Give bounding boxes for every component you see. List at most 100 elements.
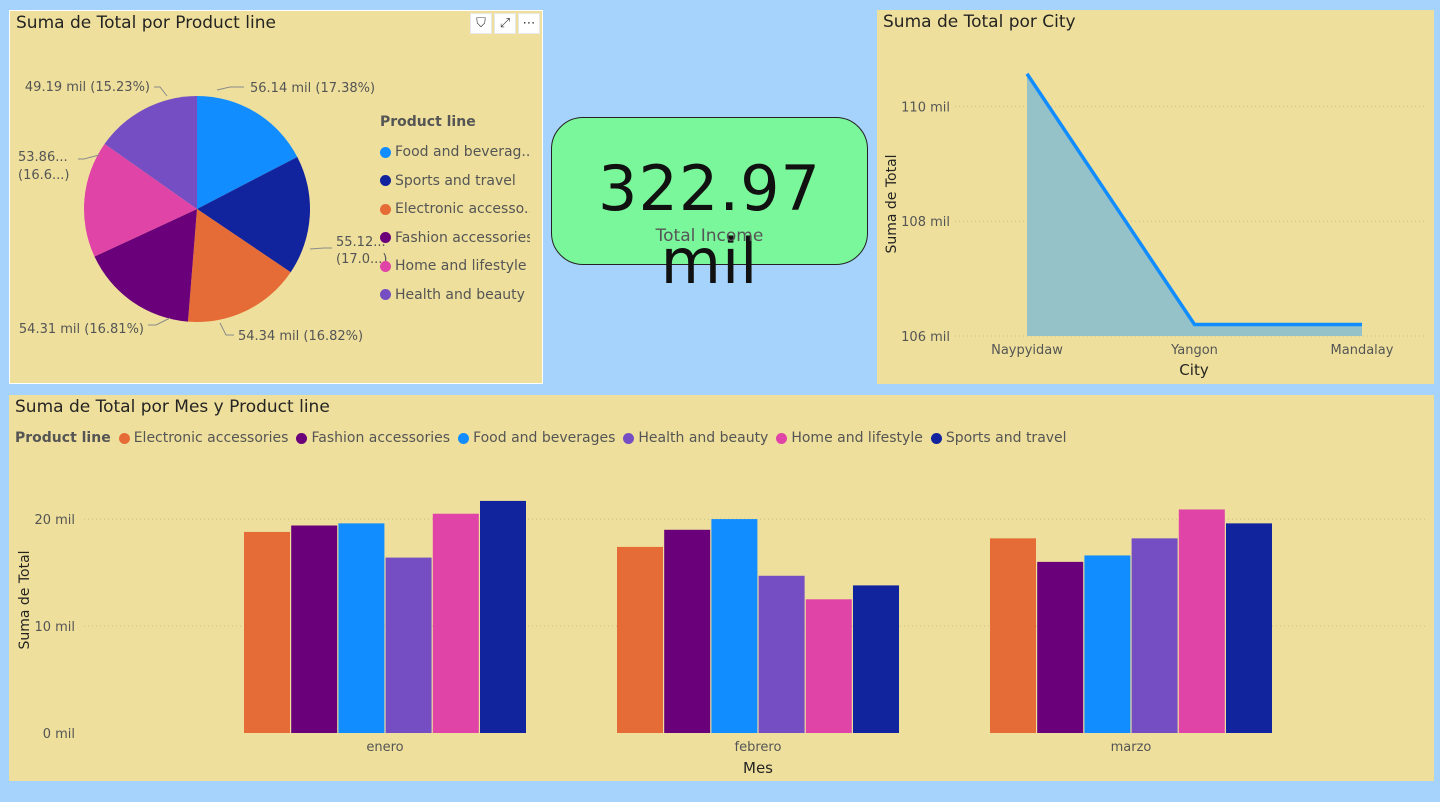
bar xyxy=(338,523,385,733)
total-income-label: Total Income xyxy=(655,226,764,246)
pie-leader-line xyxy=(154,86,168,97)
bar-legend-label: Electronic accessories xyxy=(133,430,289,446)
bar xyxy=(480,500,526,733)
pie-data-label: 54.34 mil (16.82%) xyxy=(238,329,363,344)
x-axis-title: City xyxy=(1179,361,1209,379)
pie-data-label: (16.6...) xyxy=(18,168,70,183)
bar-legend-item[interactable]: Sports and travel xyxy=(930,430,1067,446)
bar-legend-item[interactable]: Health and beauty xyxy=(623,430,768,446)
pie-chart-plot: 56.14 mil (17.38%) 55.12... (17.0...) 54.34… xyxy=(18,80,388,344)
pie-chart-visual[interactable]: Suma de Total por Product line ⛉ ⤢ ⋯ 56.… xyxy=(9,10,543,384)
bar xyxy=(711,519,758,733)
pie-legend-label: Fashion accessories xyxy=(395,229,530,246)
bar-legend-item[interactable]: Electronic accessories xyxy=(118,430,289,446)
x-tick-label: marzo xyxy=(1111,740,1152,755)
bar xyxy=(1226,523,1272,733)
area-chart-visual[interactable]: Suma de Total por City 106 mil 108 mil 110… xyxy=(877,10,1434,384)
bar xyxy=(291,525,338,733)
legend-color-dot xyxy=(118,432,130,444)
pie-leader-line xyxy=(216,86,244,91)
area-chart-title: Suma de Total por City xyxy=(883,12,1076,32)
area-line xyxy=(1025,72,1362,327)
total-income-card[interactable]: 322.97 mil Total Income xyxy=(551,117,868,298)
pie-legend-item[interactable]: Health and beauty xyxy=(380,281,530,310)
legend-color-dot xyxy=(380,175,391,187)
pie-legend-label: Health and beauty xyxy=(395,286,525,303)
y-tick-label: 0 mil xyxy=(43,727,75,742)
pie-legend: Product line Food and beverag... Sports a… xyxy=(380,114,530,309)
bar xyxy=(1084,555,1131,733)
pie-leader-line xyxy=(219,322,234,336)
pie-data-label: 55.12... xyxy=(336,235,386,250)
bar xyxy=(805,599,852,733)
pie-leader-line xyxy=(78,154,100,160)
bar xyxy=(1037,561,1084,733)
pie-legend-item[interactable]: Sports and travel xyxy=(380,167,530,196)
y-tick-label: 10 mil xyxy=(34,620,75,635)
bar-legend: Product line Electronic accessories Fashi… xyxy=(15,430,1067,446)
legend-color-dot xyxy=(380,260,391,272)
total-income-value: 322.97 mil xyxy=(598,152,821,298)
bar-legend-label: Fashion accessories xyxy=(311,430,451,446)
bar-legend-label: Food and beverages xyxy=(473,430,616,446)
bar-legend-item[interactable]: Home and lifestyle xyxy=(776,430,923,446)
bar xyxy=(1131,538,1178,733)
bar-legend-item[interactable]: Food and beverages xyxy=(458,430,615,446)
legend-color-dot xyxy=(623,432,635,444)
bar xyxy=(432,513,479,733)
pie-slice xyxy=(83,143,197,257)
legend-color-dot xyxy=(458,432,470,444)
pie-legend-item[interactable]: Electronic accesso... xyxy=(380,195,530,224)
area-fill xyxy=(1027,73,1362,336)
y-axis-title: Suma de Total xyxy=(17,550,33,649)
bar xyxy=(664,529,711,733)
bar-chart-title: Suma de Total por Mes y Product line xyxy=(15,397,330,417)
x-tick-label: Yangon xyxy=(1170,343,1218,358)
pie-legend-item[interactable]: Fashion accessories xyxy=(380,224,530,253)
pie-leader-line xyxy=(309,247,332,250)
pie-legend-item[interactable]: Home and lifestyle xyxy=(380,252,530,281)
bar xyxy=(244,531,290,733)
bar-legend-label: Home and lifestyle xyxy=(791,430,923,446)
pie-data-label: (17.0...) xyxy=(336,252,388,267)
x-tick-label: febrero xyxy=(735,740,782,755)
pie-data-label: 53.86... xyxy=(18,150,68,165)
x-tick-label: enero xyxy=(366,740,403,755)
pie-data-label: 49.19 mil (15.23%) xyxy=(25,80,150,95)
y-tick-label: 110 mil xyxy=(901,100,950,115)
pie-legend-label: Electronic accesso... xyxy=(395,201,530,218)
area-chart-plot: 106 mil 108 mil 110 mil Naypyidaw Yangon Mand… xyxy=(884,72,1425,379)
legend-color-dot xyxy=(380,289,391,301)
bar-chart-visual[interactable]: Suma de Total por Mes y Product line Pro… xyxy=(9,395,1434,781)
filter-icon[interactable]: ⛉ xyxy=(470,13,492,34)
bar xyxy=(385,557,432,733)
bar xyxy=(990,538,1036,733)
pie-legend-label: Home and lifestyle xyxy=(395,258,527,275)
more-options-icon[interactable]: ⋯ xyxy=(518,13,540,34)
legend-color-dot xyxy=(930,432,942,444)
bar xyxy=(617,546,663,733)
y-tick-label: 106 mil xyxy=(901,330,950,345)
x-axis-title: Mes xyxy=(743,759,773,777)
legend-color-dot xyxy=(296,432,308,444)
legend-color-dot xyxy=(380,232,391,244)
bar-legend-label: Health and beauty xyxy=(638,430,769,446)
focus-mode-icon[interactable]: ⤢ xyxy=(494,13,516,34)
pie-legend-label: Food and beverag... xyxy=(395,144,530,161)
pie-data-label: 54.31 mil (16.81%) xyxy=(19,322,144,337)
x-tick-label: Naypyidaw xyxy=(991,343,1063,358)
pie-chart-title: Suma de Total por Product line xyxy=(16,13,276,33)
pie-legend-item[interactable]: Food and beverag... xyxy=(380,138,530,167)
bar-chart-plot: 0 mil 10 mil 20 mil enero febrero marzo Mes Sum… xyxy=(17,500,1427,777)
pie-slice xyxy=(197,96,298,209)
bar-legend-label: Sports and travel xyxy=(945,430,1067,446)
pie-leader-line xyxy=(148,317,171,326)
bar-legend-item[interactable]: Fashion accessories xyxy=(296,430,450,446)
y-tick-label: 108 mil xyxy=(901,215,950,230)
pie-legend-label: Sports and travel xyxy=(395,172,516,189)
pie-slice xyxy=(197,156,311,273)
y-axis-title: Suma de Total xyxy=(884,154,900,253)
x-tick-label: Mandalay xyxy=(1331,343,1394,358)
pie-slice xyxy=(94,209,197,322)
bar xyxy=(1178,509,1225,733)
